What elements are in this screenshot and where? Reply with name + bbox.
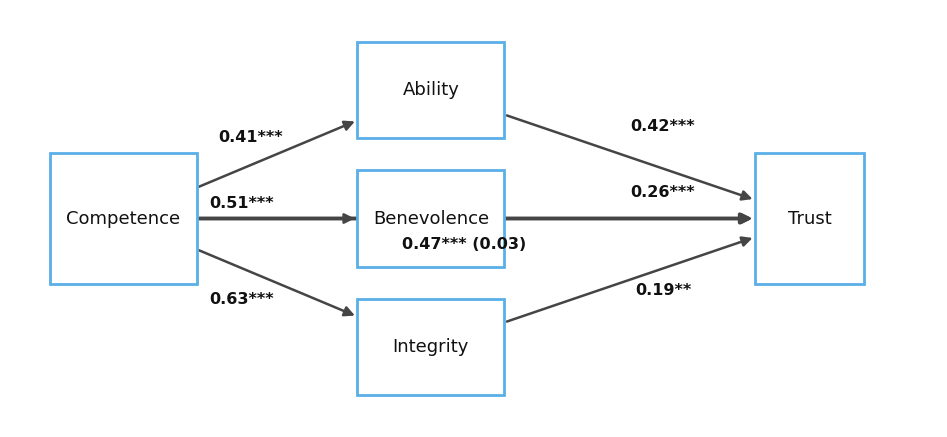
- Text: 0.26***: 0.26***: [631, 185, 695, 200]
- FancyBboxPatch shape: [358, 42, 504, 138]
- Text: 0.42***: 0.42***: [631, 119, 695, 134]
- Text: 0.47*** (0.03): 0.47*** (0.03): [402, 237, 527, 252]
- Text: Ability: Ability: [402, 80, 459, 99]
- Text: 0.19**: 0.19**: [634, 283, 691, 298]
- Text: 0.41***: 0.41***: [219, 130, 283, 145]
- Text: Trust: Trust: [788, 209, 831, 228]
- FancyBboxPatch shape: [50, 153, 197, 284]
- Text: Competence: Competence: [66, 209, 180, 228]
- Text: Benevolence: Benevolence: [373, 209, 489, 228]
- FancyBboxPatch shape: [358, 299, 504, 395]
- Text: 0.51***: 0.51***: [209, 196, 274, 211]
- Text: 0.63***: 0.63***: [209, 292, 274, 307]
- FancyBboxPatch shape: [756, 153, 864, 284]
- Text: Integrity: Integrity: [393, 338, 469, 357]
- FancyBboxPatch shape: [358, 170, 504, 267]
